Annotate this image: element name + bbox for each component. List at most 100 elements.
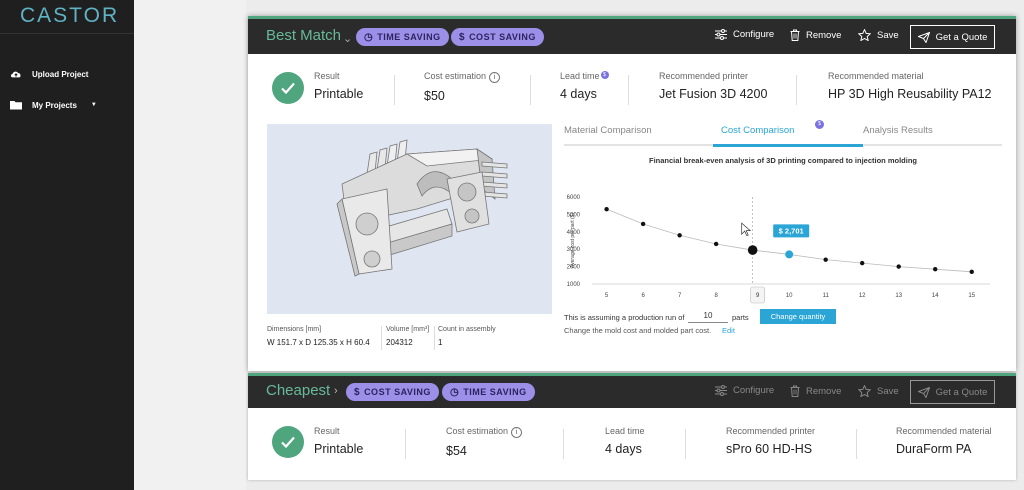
info-icon[interactable]: i [511,427,523,438]
x-tick-label: 10 [786,293,793,299]
breakeven-point [747,245,758,255]
cost-saving-badge: $ COST SAVING [346,383,439,401]
get-a-quote-button[interactable]: Get a Quote [910,380,995,404]
save-button[interactable]: Save [858,29,899,41]
x-tick-label: 12 [859,293,866,299]
y-tick-label: 1000 [567,282,581,288]
chart-title: Financial break-even analysis of 3D prin… [649,156,917,165]
dollar-icon: $ [459,31,466,43]
cost-estimation-field: Cost estimation i $50 [424,71,501,103]
tab-analysis-results[interactable]: Analysis Results [863,125,933,136]
data-point [823,257,828,262]
configure-button[interactable]: Configure [715,385,774,396]
hover-x-marker [750,286,765,304]
lead-time-field: Lead time 4 days [605,426,645,456]
production-run-text: This is assuming a production run of [564,313,685,322]
divider [0,33,134,34]
recommended-printer-field: Recommended printer sPro 60 HD-HS [726,426,816,456]
count-in-assembly-field: Count in assembly 1 [438,326,496,347]
card-title[interactable]: Cheapest [266,382,331,399]
chevron-right-icon[interactable]: › [334,385,338,397]
data-point [713,241,719,247]
data-point [969,269,974,275]
y-tick-label: 5000 [567,212,581,218]
x-tick-label: 6 [641,293,645,299]
data-point [933,267,938,272]
3d-model-viewer[interactable] [267,124,552,314]
save-button[interactable]: Save [858,385,899,397]
y-tick-label: 3000 [567,247,581,253]
dollar-icon: $ [354,386,361,398]
page-background [134,0,246,490]
clock-icon: ◷ [364,31,374,43]
cloud-upload-icon [10,71,21,78]
paper-plane-icon [917,31,930,43]
check-icon [272,72,304,104]
recommended-material-field: Recommended material DuraForm PA [896,426,992,456]
lead-time-field: Lead time $ 4 days [560,71,609,101]
y-tick-label: 6000 [567,195,581,201]
info-icon[interactable]: i [489,72,501,83]
castor-logo[interactable]: CASTOR [20,4,120,27]
time-saving-badge: ◷ TIME SAVING [442,383,535,401]
tab-cost-comparison[interactable]: Cost Comparison [721,125,795,136]
card-header: Cheapest › $ COST SAVING ◷ TIME SAVING Con… [248,373,1016,408]
clock-icon: ◷ [450,386,460,398]
cheapest-card: Cheapest › $ COST SAVING ◷ TIME SAVING Con… [248,373,1016,480]
configure-button[interactable]: Configure [715,29,774,40]
recommended-printer-field: Recommended printer Jet Fusion 3D 4200 [659,71,768,101]
parts-label: parts [732,313,749,322]
mold-cost-text: Change the mold cost and molded part cos… [564,326,712,335]
dollar-icon: $ [814,120,824,138]
sidebar-item-upload-project[interactable]: Upload Project [10,69,88,79]
x-tick-label: 5 [605,293,609,299]
data-point [896,264,901,269]
best-match-card: Best Match ⌄ ◷ TIME SAVING $ COST SAVING C… [248,16,1016,371]
sliders-icon [715,385,727,396]
change-quantity-button[interactable]: Change quantity [760,309,836,324]
check-icon [272,426,304,458]
cost-saving-badge: $ COST SAVING [451,28,544,46]
cost-estimation-field: Cost estimation i $54 [446,426,523,458]
time-saving-badge: ◷ TIME SAVING [356,28,449,46]
value-tooltip [773,224,810,238]
trash-icon [790,385,800,397]
card-title[interactable]: Best Match [266,27,342,44]
volume-field: Volume [mm³] 204312 [386,326,430,347]
y-tick-label: 2000 [567,265,581,271]
paper-plane-icon [917,386,930,398]
dimensions-field: Dimensions [mm] W 151.7 x D 125.35 x H 6… [267,326,370,347]
series-line [606,208,972,273]
x-tick-label: 13 [895,293,902,299]
summary-row: Result Printable Cost estimation i $50 Le… [248,63,1016,113]
data-point [860,260,865,266]
data-point [604,206,609,212]
star-icon [858,385,871,397]
tab-material-comparison[interactable]: Material Comparison [564,125,652,136]
quantity-input[interactable] [688,309,728,323]
result-field: Result Printable [314,426,364,456]
x-tick-label: 8 [714,293,718,299]
get-a-quote-button[interactable]: Get a Quote [910,25,995,49]
remove-button[interactable]: Remove [790,29,841,41]
dollar-icon: $ [600,71,609,79]
data-point [640,221,646,227]
recommended-material-field: Recommended material HP 3D High Reusabil… [828,71,992,101]
card-header: Best Match ⌄ ◷ TIME SAVING $ COST SAVING C… [248,16,1016,54]
x-tick-label: 11 [823,293,830,299]
sidebar: CASTOR Upload Project My Projects ▼ [0,0,134,490]
chevron-down-icon[interactable]: ⌄ [343,33,353,45]
x-tick-label: 15 [968,293,975,299]
y-axis-label: Average cost per part ($) [570,213,576,269]
caret-down-icon: ▼ [90,102,97,108]
edit-link[interactable]: Edit [722,326,735,335]
x-tick-label: 14 [932,293,939,299]
remove-button[interactable]: Remove [790,385,841,397]
data-point [677,233,682,238]
hover-x-value: 9 [756,293,760,299]
sidebar-item-label: My Projects [32,100,77,110]
tooltip-value: $ 2,701 [779,226,804,235]
trash-icon [790,29,800,41]
break-even-chart[interactable]: 1000 2000 3000 4000 5000 6000 5 6 7 8 9 10 11 12 13 14 1… [558,171,998,306]
sidebar-item-my-projects[interactable]: My Projects ▼ [10,100,97,110]
